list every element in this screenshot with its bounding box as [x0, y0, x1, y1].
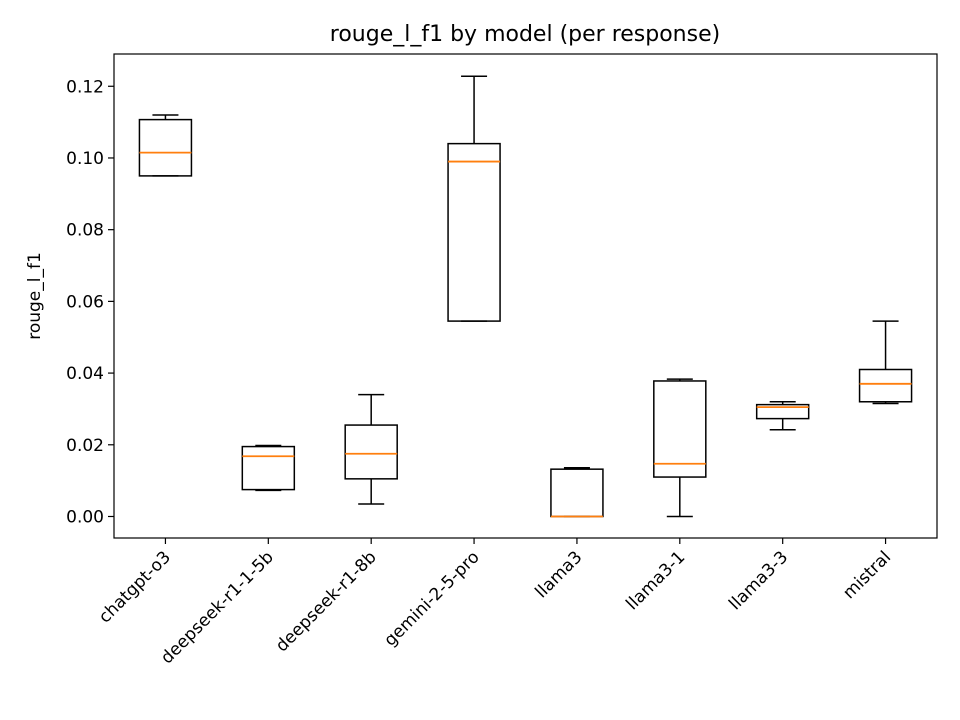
y-tick-label: 0.10	[66, 149, 104, 169]
y-tick-label: 0.12	[66, 77, 104, 97]
iqr-box	[138, 118, 193, 177]
y-axis-label: rouge_l_f1	[25, 252, 45, 340]
x-tick-label: mistral	[839, 547, 895, 603]
box-gemini-2-5-pro	[447, 75, 501, 322]
x-tick-label: gemini-2-5-pro	[380, 547, 483, 650]
box-llama3	[550, 466, 604, 518]
iqr-box	[447, 142, 501, 322]
x-tick-label: llama3	[532, 547, 587, 602]
iqr-box	[653, 380, 707, 478]
x-tick-label: llama3-1	[622, 547, 689, 614]
chart-title: rouge_l_f1 by model (per response)	[330, 22, 720, 47]
box-series	[138, 75, 913, 518]
x-tick-label: deepseek-r1-1-5b	[157, 547, 278, 668]
iqr-box	[550, 468, 604, 518]
y-axis: 0.00 0.02 0.04 0.06 0.08 0.10 0.12	[66, 77, 114, 527]
y-tick-label: 0.02	[66, 436, 104, 456]
iqr-box	[755, 403, 810, 420]
y-tick-label: 0.08	[66, 221, 104, 241]
box-llama3-1	[653, 378, 707, 518]
box-chatgpt-o3	[138, 114, 193, 177]
box-deepseek-r1-1-5b	[241, 444, 296, 492]
iqr-box	[344, 424, 398, 480]
y-tick-label: 0.00	[66, 507, 104, 527]
box-mistral	[858, 320, 913, 405]
y-tick-label: 0.06	[66, 292, 104, 312]
iqr-box	[241, 445, 296, 491]
x-tick-label: deepseek-r1-8b	[272, 547, 381, 656]
x-tick-label: llama3-3	[725, 547, 792, 614]
box-llama3-3	[755, 401, 810, 431]
plot-area-frame	[113, 53, 938, 539]
x-axis: chatgpt-o3deepseek-r1-1-5bdeepseek-r1-8b…	[95, 538, 895, 668]
x-tick-label: chatgpt-o3	[95, 547, 175, 627]
box-deepseek-r1-8b	[344, 393, 398, 505]
iqr-box	[858, 368, 913, 403]
y-tick-label: 0.04	[66, 364, 104, 384]
